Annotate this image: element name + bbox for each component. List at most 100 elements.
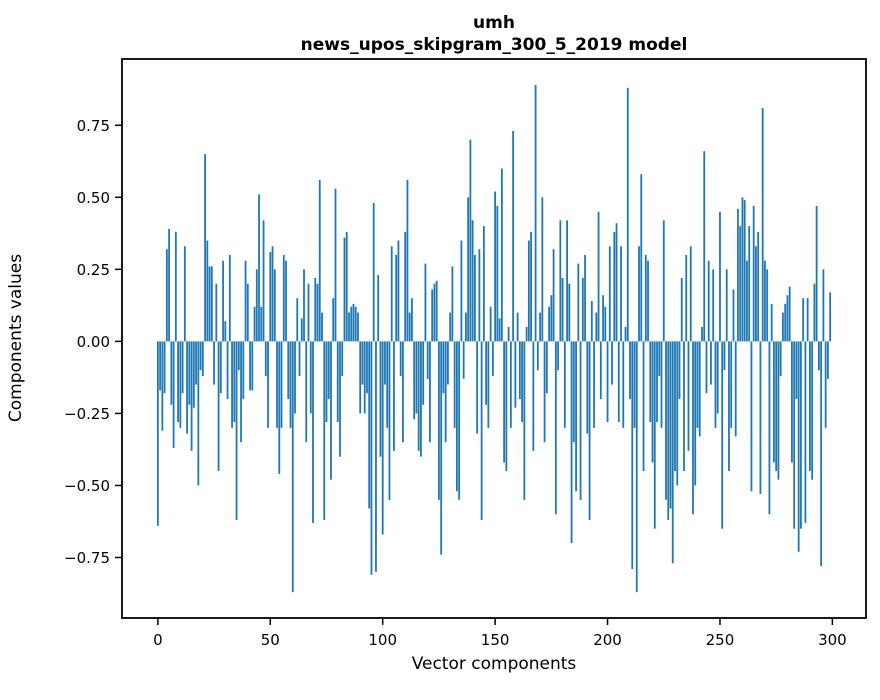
bar [458,341,461,500]
bar [291,341,294,593]
bar [824,341,827,428]
bar [424,263,427,342]
bar [615,223,618,342]
bar [438,341,440,500]
bar [460,240,463,342]
bar [665,341,667,500]
bar [577,263,580,342]
bar [262,220,265,342]
bar [791,341,793,463]
bar [597,211,600,342]
bar [352,303,355,342]
bar [447,341,449,385]
bar [624,326,627,342]
bar [768,341,771,515]
bar [775,341,778,472]
bar [161,341,164,431]
bar [820,341,823,567]
bar [737,208,739,342]
bar [201,341,204,376]
bar [195,341,197,385]
bar [588,341,591,521]
bar [240,341,242,443]
bar [608,246,611,342]
y-tick-label: 0.25 [77,261,110,279]
bar [253,306,256,342]
bar [435,280,438,342]
bar [442,341,445,394]
bar [339,341,341,457]
bar [826,341,829,379]
bar [233,341,236,423]
bar [296,298,299,342]
bar [192,341,195,408]
bar [402,341,404,443]
bar [658,341,661,376]
bar [611,341,613,385]
bar [509,341,512,428]
bar [748,226,751,342]
bar [469,139,472,342]
bar [566,220,568,342]
bar [822,269,825,342]
bar [644,254,647,342]
bar [456,341,458,492]
bar [494,191,497,342]
bar [545,341,548,394]
bar [617,341,620,423]
bar [570,341,573,544]
bar [208,266,211,342]
bar [766,269,769,342]
bar [343,237,346,342]
x-tick-label: 100 [368,631,397,649]
bar [721,341,724,529]
bar [689,246,692,342]
bar [354,306,357,342]
bar [260,306,263,342]
bar [368,341,371,509]
bar [222,260,224,342]
bar [602,295,604,342]
bar [280,341,283,428]
bar [521,341,524,423]
bar [397,240,400,342]
bar [554,341,557,515]
bar [779,341,782,376]
bar [482,226,485,342]
bar [746,260,748,342]
bar [395,254,398,342]
bar [312,341,314,523]
bar [433,283,436,342]
bar [163,341,166,394]
bar [797,341,800,552]
bar [525,326,528,342]
bar [563,341,566,428]
bar [795,341,798,400]
bar [707,260,710,342]
bar [606,341,609,423]
bar [557,341,559,371]
bar [206,240,209,342]
bar [255,269,258,342]
bar [361,341,364,385]
bar [316,283,319,342]
bar [572,341,575,443]
bar [408,312,411,342]
bar [698,341,701,437]
bar [276,341,278,428]
bar [183,246,186,342]
bar [417,341,420,451]
bar [307,283,310,342]
bar [336,341,339,423]
bar [712,269,715,342]
bar [633,341,636,428]
bar [267,341,269,428]
bar [334,188,337,342]
bar [638,246,640,342]
bar [249,341,251,391]
bar [793,341,796,529]
bar [491,341,494,376]
bar [282,254,285,342]
x-tick-label: 300 [818,631,847,649]
bar [381,341,384,535]
